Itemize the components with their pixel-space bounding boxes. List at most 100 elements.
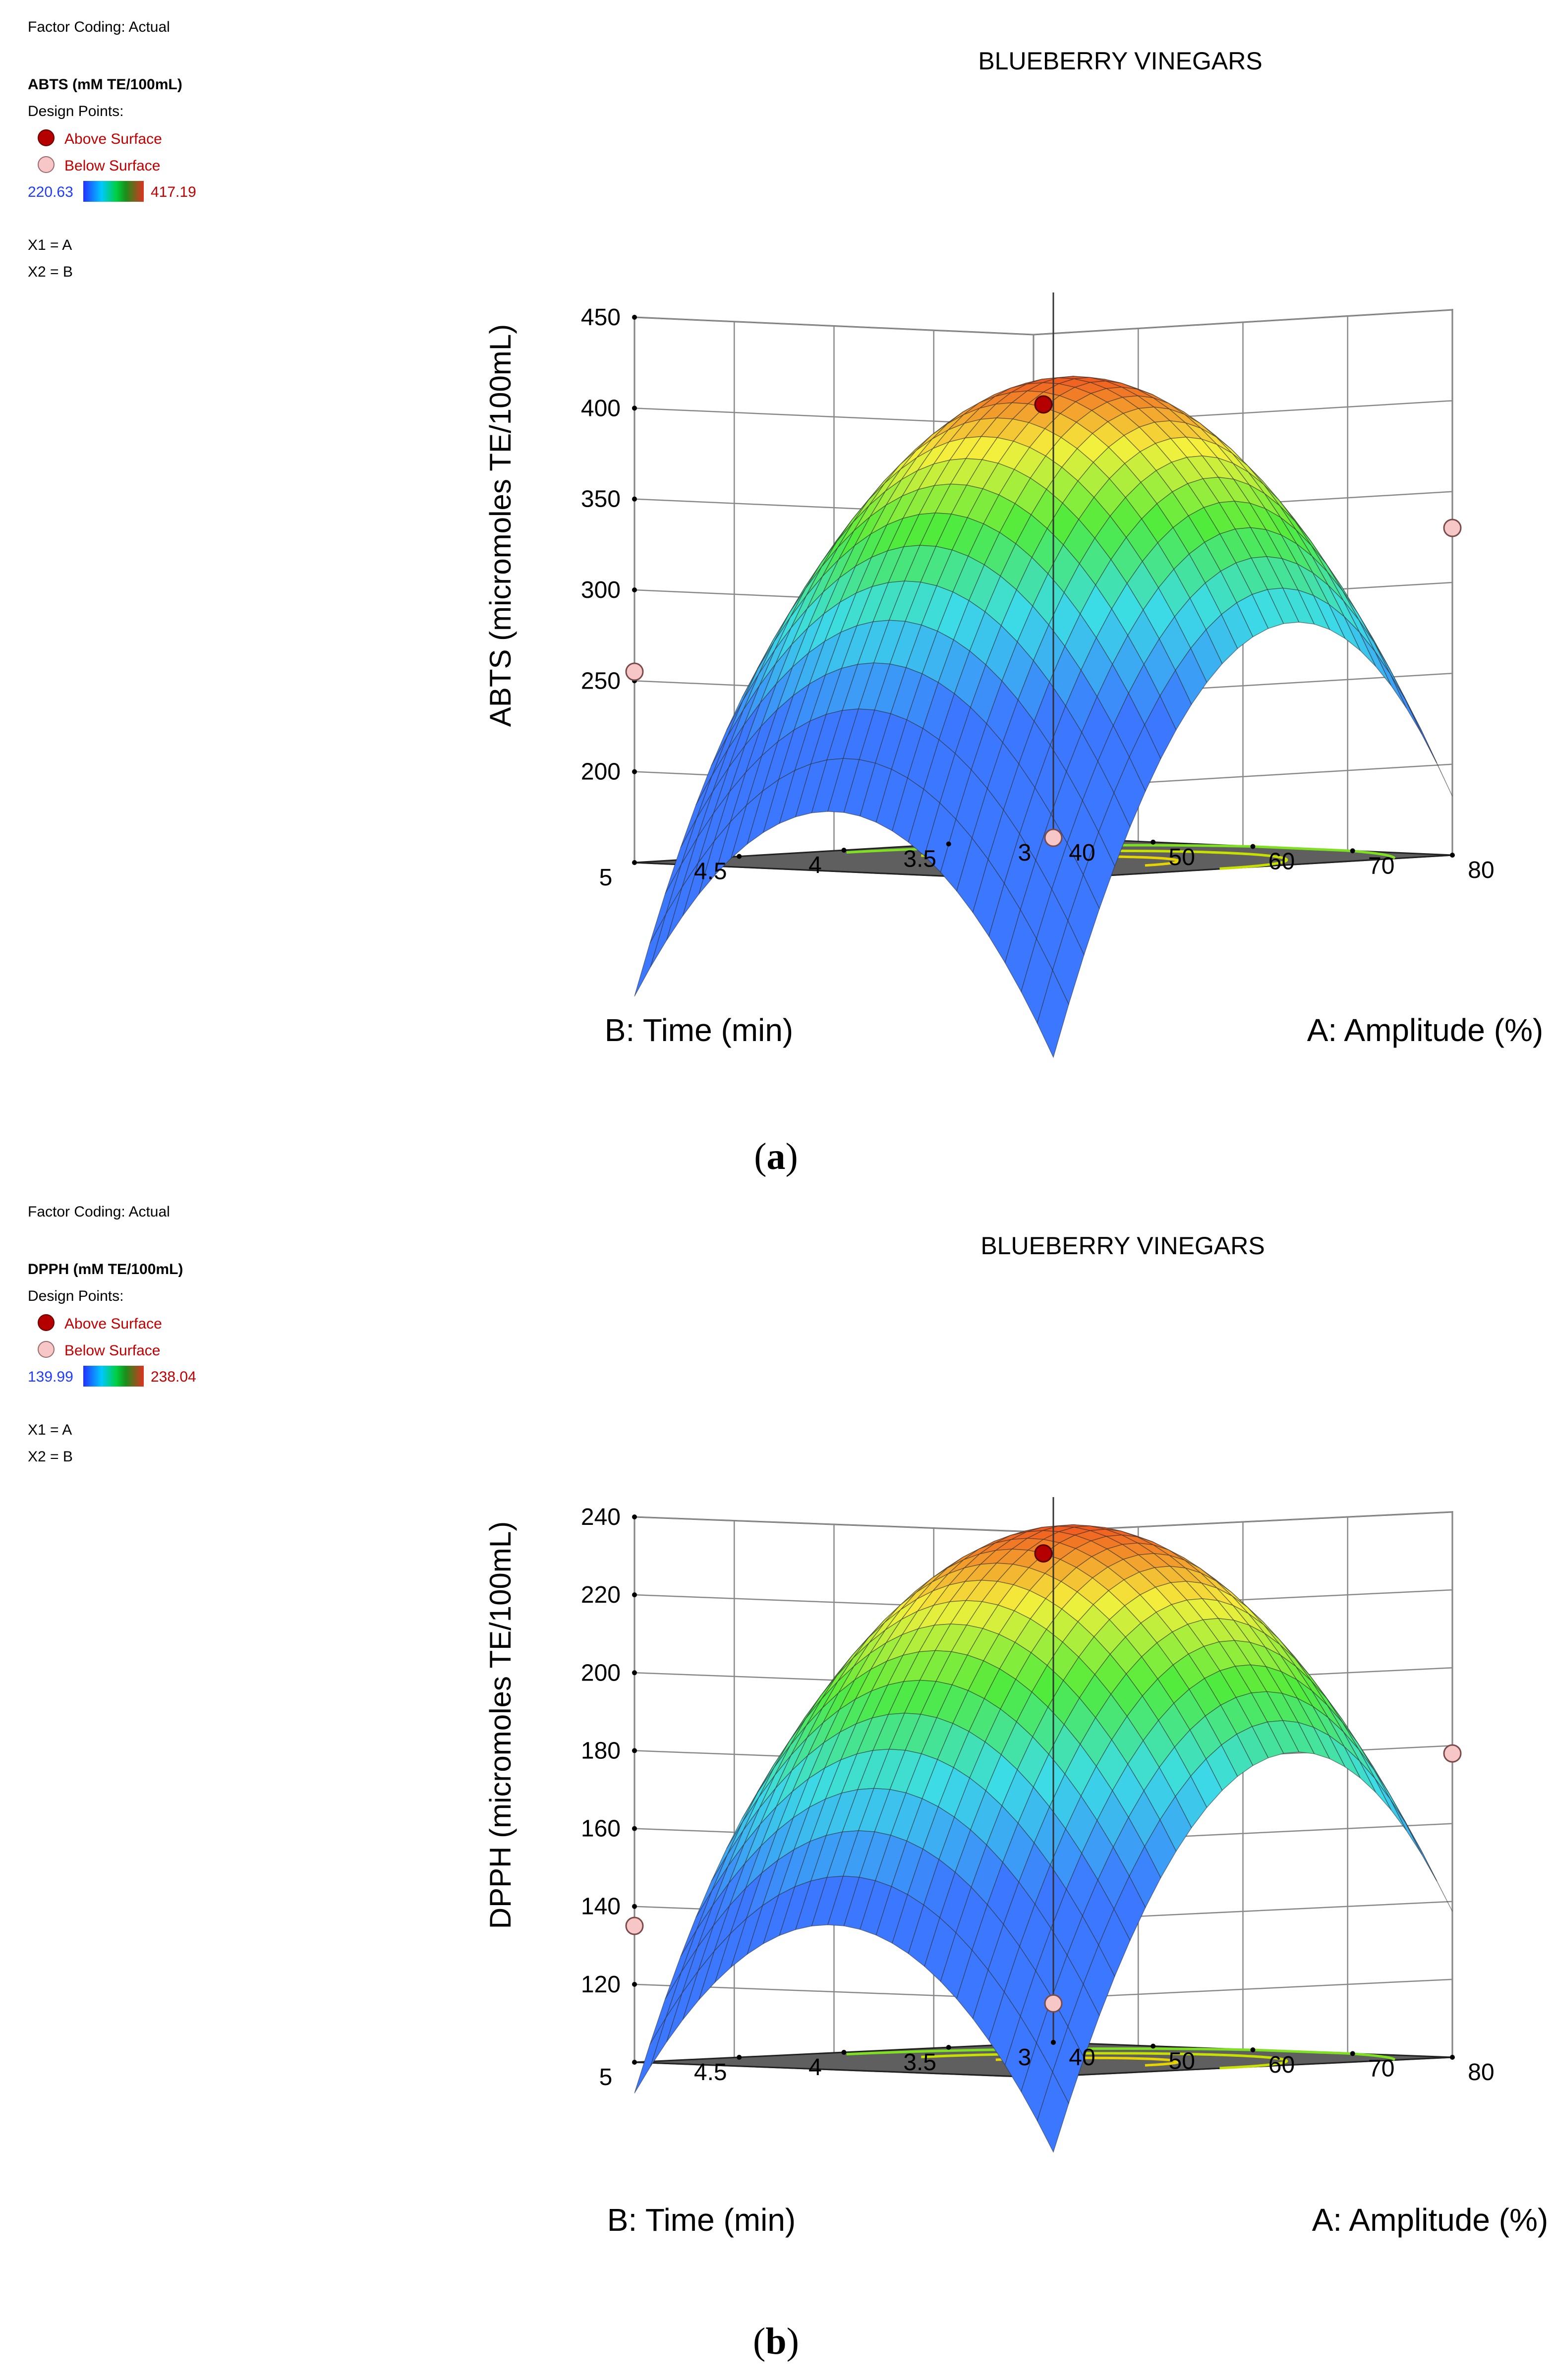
z-tick-label: 200: [581, 1660, 621, 1686]
z-tick-label: 120: [581, 1972, 621, 1998]
range-max-label: 238.04: [151, 1369, 196, 1385]
z-tick-mark: [632, 1592, 637, 1598]
below-surface-marker-icon: [38, 1341, 55, 1358]
range-max-label: 417.19: [151, 184, 196, 200]
surface-cell: [1036, 2071, 1069, 2153]
x-tick-label: 40: [1069, 2044, 1095, 2071]
y-tick-mark: [841, 848, 847, 853]
y-tick-label: 4.5: [694, 2059, 727, 2086]
color-gradient-bar: [83, 1366, 144, 1387]
response-label: ABTS (mM TE/100mL): [28, 76, 182, 93]
z-tick-label: 400: [581, 395, 621, 421]
range-min-label: 220.63: [28, 184, 73, 200]
y-axis-label: B: Time (min): [605, 1012, 793, 1048]
y-tick-mark: [737, 854, 742, 859]
chart-title: BLUEBERRY VINEGARS: [978, 47, 1262, 75]
surface-plot-b: 120 140 160 180 200 220 240 40 50 60 70 80 3 3.5 4 4.5 5…: [484, 1232, 1549, 2238]
y-tick-label: 4: [808, 852, 822, 878]
design-point-below: [625, 662, 644, 681]
z-tick-label: 160: [581, 1816, 621, 1842]
z-tick-mark: [632, 1514, 637, 1519]
x-tick-mark: [1150, 2043, 1156, 2049]
x-tick-label: 70: [1368, 2056, 1394, 2082]
surface-plot-a: 200 250 300 350 400 450 40 50 60 70 80 3 3.5 4 4.5 5 BLU…: [484, 47, 1544, 1058]
response-surface: [634, 1524, 1453, 2153]
y-tick-mark: [946, 841, 951, 847]
z-tick-label: 300: [581, 577, 621, 603]
x-tick-mark: [1350, 848, 1355, 854]
above-surface-label: Above Surface: [64, 1316, 162, 1332]
chart-title: BLUEBERRY VINEGARS: [980, 1232, 1265, 1260]
panel-a: Factor Coding: Actual ABTS (mM TE/100mL)…: [0, 0, 1552, 1185]
z-tick-mark: [632, 1826, 637, 1831]
x-tick-label: 50: [1169, 844, 1195, 871]
surface-cell: [634, 914, 667, 997]
z-tick-label: 140: [581, 1894, 621, 1920]
z-tick-mark: [632, 1981, 637, 1987]
surface-cell: [1036, 969, 1069, 1058]
below-surface-label: Below Surface: [64, 158, 161, 174]
response-surface: [634, 376, 1453, 1058]
design-point-below: [1443, 1744, 1462, 1763]
y-tick-label: 4.5: [694, 859, 727, 885]
design-point-above: [1034, 1544, 1053, 1563]
design-point-below: [625, 1916, 644, 1935]
y-tick-label: 3: [1018, 840, 1032, 866]
z-tick-mark: [632, 406, 637, 411]
below-surface-label: Below Surface: [64, 1342, 161, 1359]
z-tick-label: 250: [581, 668, 621, 694]
x1-mapping-label: X1 = A: [28, 1422, 72, 1438]
design-point-below: [1443, 519, 1462, 537]
z-tick-label: 450: [581, 304, 621, 331]
z-tick-mark: [632, 1904, 637, 1909]
x1-mapping-label: X1 = A: [28, 237, 72, 253]
design-point-below: [1044, 828, 1063, 847]
x-tick-mark: [1450, 2055, 1455, 2060]
z-tick-mark: [632, 587, 637, 592]
panel-b: Factor Coding: Actual DPPH (mM TE/100mL)…: [0, 1185, 1552, 2370]
y-axis-label: B: Time (min): [607, 2202, 796, 2238]
color-gradient-bar: [83, 181, 144, 202]
z-axis-label: DPPH (micromoles TE/100mL): [484, 1521, 517, 1929]
design-points-label: Design Points:: [28, 103, 124, 119]
range-min-label: 139.99: [28, 1369, 73, 1385]
z-tick-mark: [632, 315, 637, 320]
z-tick-mark: [632, 1748, 637, 1753]
x-tick-label: 80: [1468, 2059, 1494, 2086]
above-surface-marker-icon: [38, 1314, 55, 1331]
x-tick-mark: [1450, 853, 1455, 858]
x2-mapping-label: X2 = B: [28, 264, 73, 280]
z-tick-label: 200: [581, 759, 621, 785]
z-axis-label: ABTS (micromoles TE/100mL): [484, 324, 517, 727]
y-tick-mark: [632, 860, 637, 865]
y-tick-label: 3.5: [903, 2049, 936, 2076]
design-point-below: [1044, 1994, 1063, 2013]
design-point-above: [1034, 395, 1053, 414]
x-tick-label: 50: [1169, 2048, 1195, 2075]
above-surface-marker-icon: [38, 129, 55, 146]
x-tick-label: 80: [1468, 857, 1494, 883]
y-tick-mark: [737, 2055, 742, 2060]
z-tick-label: 240: [581, 1504, 621, 1530]
below-surface-marker-icon: [38, 156, 55, 173]
y-tick-label: 5: [599, 865, 613, 891]
z-tick-mark: [632, 496, 637, 502]
z-tick-label: 350: [581, 486, 621, 513]
y-tick-mark: [1051, 2040, 1056, 2045]
x-tick-label: 60: [1268, 2052, 1295, 2078]
above-surface-label: Above Surface: [64, 131, 162, 147]
contour-line: [846, 2047, 1396, 2061]
x-axis-label: A: Amplitude (%): [1312, 2202, 1549, 2238]
z-tick-mark: [632, 1670, 637, 1676]
z-tick-label: 220: [581, 1582, 621, 1608]
y-tick-mark: [841, 2050, 847, 2055]
factor-coding-label: Factor Coding: Actual: [28, 19, 170, 35]
x-tick-label: 60: [1268, 849, 1295, 875]
x-tick-label: 70: [1368, 853, 1394, 879]
x-tick-mark: [1250, 2047, 1256, 2052]
x-tick-mark: [1250, 844, 1256, 849]
y-tick-label: 4: [808, 2054, 822, 2081]
x-tick-mark: [1350, 2051, 1355, 2056]
x-axis-label: A: Amplitude (%): [1307, 1012, 1544, 1048]
y-tick-label: 3: [1018, 2044, 1032, 2071]
